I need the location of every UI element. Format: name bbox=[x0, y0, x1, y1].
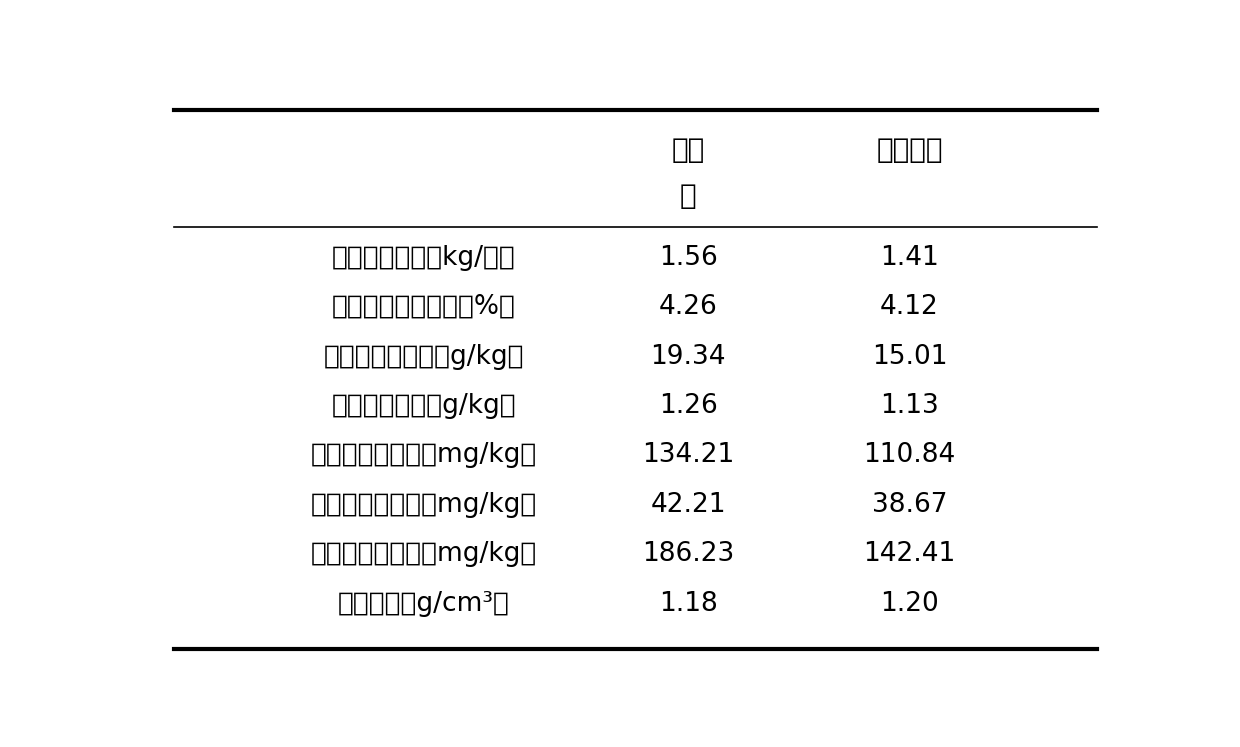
Text: 15.01: 15.01 bbox=[872, 344, 947, 370]
Text: 4.26: 4.26 bbox=[658, 294, 718, 320]
Text: 土壤速效磷含量（mg/kg）: 土壤速效磷含量（mg/kg） bbox=[311, 492, 537, 518]
Text: 19.34: 19.34 bbox=[651, 344, 727, 370]
Text: 黄瓜单株产量（kg/株）: 黄瓜单株产量（kg/株） bbox=[332, 244, 516, 270]
Text: 1.56: 1.56 bbox=[658, 244, 718, 270]
Text: 土壤全氮含量（g/kg）: 土壤全氮含量（g/kg） bbox=[332, 393, 516, 419]
Text: 1.20: 1.20 bbox=[880, 591, 939, 617]
Text: 1.41: 1.41 bbox=[880, 244, 939, 270]
Text: 134.21: 134.21 bbox=[642, 442, 734, 468]
Text: 1.26: 1.26 bbox=[658, 393, 718, 419]
Text: 土壤有机质含量（g/kg）: 土壤有机质含量（g/kg） bbox=[324, 344, 525, 370]
Text: 1.18: 1.18 bbox=[658, 591, 718, 617]
Text: 黄瓜可溶性糖含量（%）: 黄瓜可溶性糖含量（%） bbox=[332, 294, 516, 320]
Text: 例: 例 bbox=[680, 182, 697, 210]
Text: 土壤速效钾含量（mg/kg）: 土壤速效钾含量（mg/kg） bbox=[311, 542, 537, 568]
Text: 42.21: 42.21 bbox=[651, 492, 727, 518]
Text: 1.13: 1.13 bbox=[880, 393, 939, 419]
Text: 实施: 实施 bbox=[672, 136, 706, 164]
Text: 土壤碱解氮含量（mg/kg）: 土壤碱解氮含量（mg/kg） bbox=[311, 442, 537, 468]
Text: 38.67: 38.67 bbox=[872, 492, 947, 518]
Text: 土壤容重（g/cm³）: 土壤容重（g/cm³） bbox=[339, 591, 510, 617]
Text: 4.12: 4.12 bbox=[880, 294, 939, 320]
Text: 常规种植: 常规种植 bbox=[877, 136, 942, 164]
Text: 110.84: 110.84 bbox=[863, 442, 956, 468]
Text: 142.41: 142.41 bbox=[863, 542, 956, 568]
Text: 186.23: 186.23 bbox=[642, 542, 734, 568]
